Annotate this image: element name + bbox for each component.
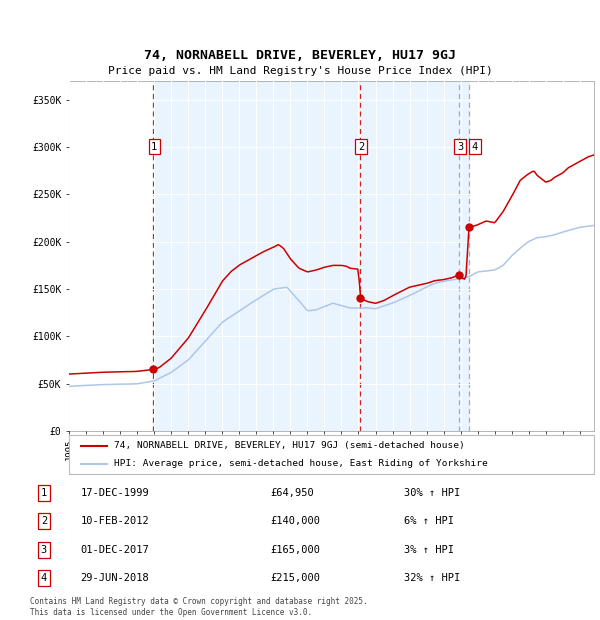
Text: £215,000: £215,000: [270, 573, 320, 583]
Text: £140,000: £140,000: [270, 516, 320, 526]
Text: Price paid vs. HM Land Registry's House Price Index (HPI): Price paid vs. HM Land Registry's House …: [107, 66, 493, 76]
Text: 01-DEC-2017: 01-DEC-2017: [80, 544, 149, 555]
FancyBboxPatch shape: [69, 435, 594, 474]
Text: 74, NORNABELL DRIVE, BEVERLEY, HU17 9GJ (semi-detached house): 74, NORNABELL DRIVE, BEVERLEY, HU17 9GJ …: [113, 441, 464, 450]
Text: 4: 4: [472, 142, 478, 152]
Bar: [154, 81, 469, 431]
Text: 10-FEB-2012: 10-FEB-2012: [80, 516, 149, 526]
Text: 1: 1: [41, 488, 47, 498]
Text: 3% ↑ HPI: 3% ↑ HPI: [404, 544, 454, 555]
Text: HPI: Average price, semi-detached house, East Riding of Yorkshire: HPI: Average price, semi-detached house,…: [113, 459, 487, 468]
Text: 2: 2: [358, 142, 364, 152]
Text: 17-DEC-1999: 17-DEC-1999: [80, 488, 149, 498]
Text: £64,950: £64,950: [270, 488, 314, 498]
Text: 74, NORNABELL DRIVE, BEVERLEY, HU17 9GJ: 74, NORNABELL DRIVE, BEVERLEY, HU17 9GJ: [144, 49, 456, 62]
Text: 1: 1: [151, 142, 157, 152]
Text: 3: 3: [41, 544, 47, 555]
Text: £165,000: £165,000: [270, 544, 320, 555]
Text: 4: 4: [41, 573, 47, 583]
Text: 6% ↑ HPI: 6% ↑ HPI: [404, 516, 454, 526]
Text: 2: 2: [41, 516, 47, 526]
Text: Contains HM Land Registry data © Crown copyright and database right 2025.
This d: Contains HM Land Registry data © Crown c…: [30, 598, 368, 617]
Text: 29-JUN-2018: 29-JUN-2018: [80, 573, 149, 583]
Text: 32% ↑ HPI: 32% ↑ HPI: [404, 573, 460, 583]
Text: 30% ↑ HPI: 30% ↑ HPI: [404, 488, 460, 498]
Text: 3: 3: [457, 142, 463, 152]
